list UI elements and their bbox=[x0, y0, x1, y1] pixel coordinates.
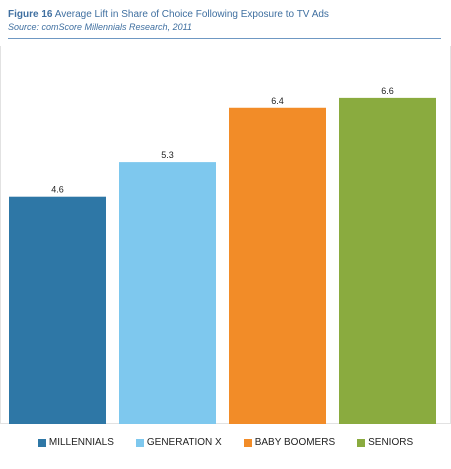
legend-item: BABY BOOMERS bbox=[243, 437, 336, 448]
bar-value-label: 6.6 bbox=[381, 86, 394, 96]
chart-source: Source: comScore Millennials Research, 2… bbox=[8, 22, 192, 32]
bar-seniors bbox=[339, 97, 436, 424]
legend-swatch bbox=[37, 438, 46, 447]
legend-item: GENERATION X bbox=[135, 437, 222, 448]
chart-title: Figure 16 Average Lift in Share of Choic… bbox=[8, 8, 443, 21]
bar-chart: 4.6 5.3 6.4 6.6 bbox=[9, 86, 436, 424]
legend-swatch bbox=[357, 438, 366, 447]
chart-header: Figure 16 Average Lift in Share of Choic… bbox=[8, 8, 443, 33]
header-divider bbox=[8, 38, 441, 39]
legend-swatch bbox=[243, 438, 252, 447]
legend-item: SENIORS bbox=[357, 437, 413, 448]
bar-baby-boomers bbox=[229, 107, 326, 424]
bar-value-label: 4.6 bbox=[51, 185, 64, 195]
bar-millennials bbox=[9, 196, 106, 424]
bar-value-label: 6.4 bbox=[271, 96, 284, 106]
legend-item: MILLENNIALS bbox=[37, 437, 114, 448]
legend-label: BABY BOOMERS bbox=[254, 437, 336, 448]
figure-label: Figure 16 bbox=[8, 9, 53, 20]
chart-area: 4.6 5.3 6.4 6.6 bbox=[0, 46, 451, 424]
legend-label: SENIORS bbox=[368, 437, 414, 448]
legend-label: GENERATION X bbox=[146, 437, 222, 448]
legend-swatch bbox=[135, 438, 144, 447]
chart-legend: MILLENNIALS GENERATION X BABY BOOMERS SENIO… bbox=[0, 437, 451, 448]
bar-value-label: 5.3 bbox=[161, 150, 174, 160]
legend-label: MILLENNIALS bbox=[48, 437, 114, 448]
figure-title: Average Lift in Share of Choice Followin… bbox=[54, 9, 329, 20]
bar-generation-x bbox=[119, 162, 216, 424]
